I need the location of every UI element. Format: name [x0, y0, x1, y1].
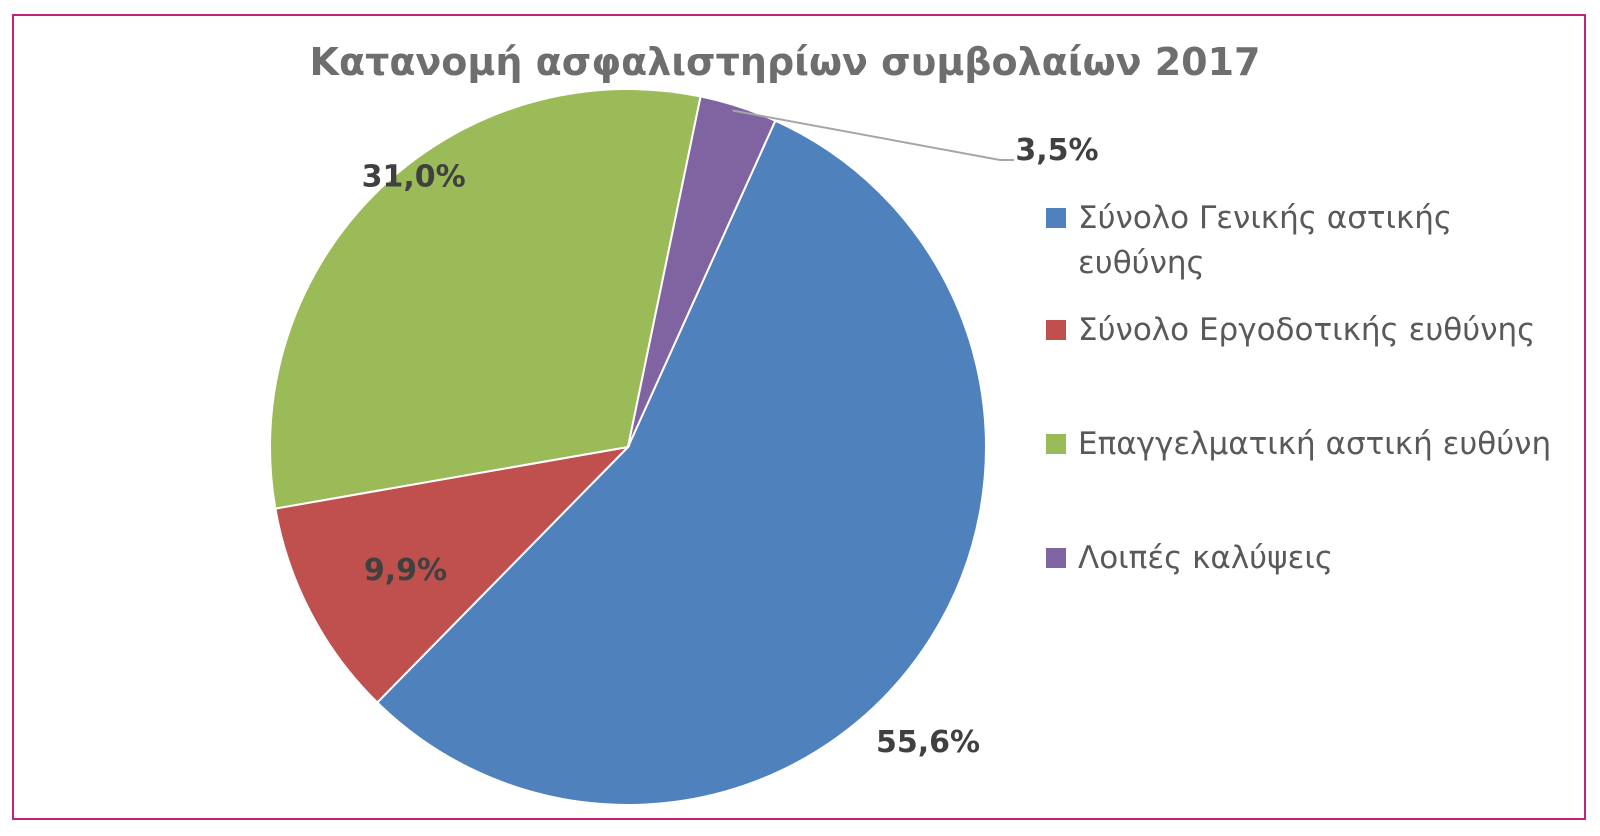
pie-slice-employer-liability [274, 445, 631, 704]
legend-label: Επαγγελματική αστική ευθύνη [1078, 426, 1552, 462]
legend-swatch [1046, 208, 1066, 228]
pie-slice-professional-liability [269, 88, 702, 510]
legend-label: Σύνολο Εργοδοτικής ευθύνης [1078, 312, 1536, 348]
legend-label: Λοιπές καλύψεις [1078, 540, 1334, 576]
legend-label: Σύνολο Γενικής αστικής ευθύνης [1078, 200, 1453, 281]
legend-item-employer-liability: Σύνολο Εργοδοτικής ευθύνης [1046, 308, 1558, 353]
legend-item-other-coverage: Λοιπές καλύψεις [1046, 536, 1558, 581]
legend-swatch [1046, 548, 1066, 568]
data-label-other-coverage: 3,5% [1015, 133, 1098, 168]
legend-swatch [1046, 434, 1066, 454]
legend-item-professional-liability: Επαγγελματική αστική ευθύνη [1046, 422, 1558, 467]
pie-slice-general-liability [375, 119, 987, 806]
legend-swatch [1046, 320, 1066, 340]
leader-line-other-coverage [732, 109, 1014, 161]
data-label-employer-liability: 9,9% [364, 553, 447, 588]
data-label-general-liability: 55,6% [876, 725, 980, 760]
chart-title: Κατανομή ασφαλιστηρίων συμβολαίων 2017 [309, 40, 1261, 84]
legend-item-general-liability: Σύνολο Γενικής αστικής ευθύνης [1046, 196, 1558, 286]
data-label-professional-liability: 31,0% [362, 159, 466, 194]
pie-slice-other-coverage [627, 95, 777, 448]
